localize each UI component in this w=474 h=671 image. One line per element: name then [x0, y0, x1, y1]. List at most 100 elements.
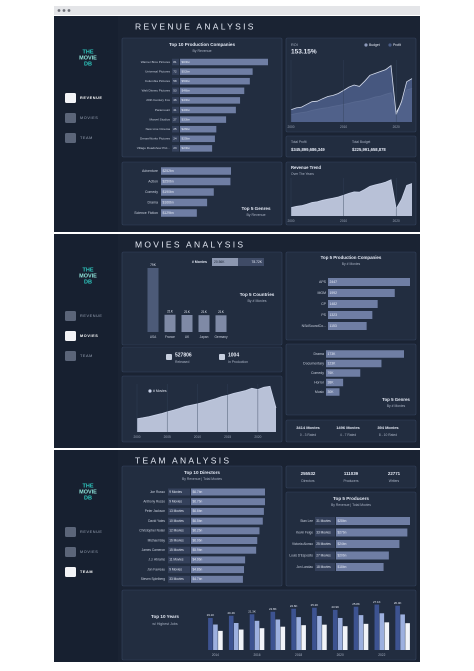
count-chip: [172, 58, 179, 66]
bar: [328, 311, 373, 319]
x-tick-label: Germany: [214, 335, 228, 339]
value-label: 30K: [328, 390, 335, 394]
value-label: $43bn: [182, 98, 191, 102]
bar: [164, 314, 176, 332]
section-title: MOVIES ANALYSIS: [135, 239, 245, 249]
stat-icon: [219, 354, 225, 360]
label: In Production: [228, 360, 248, 364]
count-label: 10 Movies: [169, 519, 184, 523]
bar: [161, 188, 214, 196]
value-label: 24.6K: [290, 604, 298, 608]
nav-icon[interactable]: [65, 567, 76, 577]
count-chip: [315, 528, 335, 537]
value-label: 22.8K: [269, 607, 277, 611]
value-label: 25.2K: [311, 603, 319, 607]
bar: [215, 315, 227, 332]
value-label: 21K: [218, 310, 225, 314]
value-label: $250bn: [163, 179, 174, 183]
nav-icon[interactable]: [65, 93, 76, 103]
bar: [328, 289, 395, 297]
kpi-value: 527806: [175, 352, 192, 358]
bar: [161, 198, 208, 207]
value-label: 1323: [330, 313, 338, 317]
bar-category: Kevin Feige: [296, 530, 313, 534]
bar: [395, 605, 400, 650]
kpi-value: 3414 Movies: [296, 425, 320, 430]
x-tick-label: UK: [185, 335, 190, 339]
area-fill: [291, 179, 412, 216]
nav-icon[interactable]: [65, 527, 76, 537]
sidebar: [54, 450, 118, 662]
bar-category: J.J. Abrams: [148, 558, 165, 562]
window-bar: [54, 6, 420, 15]
card: [121, 346, 283, 373]
count-label: 25 Movies: [316, 542, 331, 546]
count-label: 27: [173, 117, 177, 121]
bar: [191, 546, 257, 554]
kpi-value: 111039: [344, 471, 359, 476]
bar: [208, 617, 213, 650]
legend-swatch: [364, 43, 368, 47]
count-label: 9 Movies: [169, 567, 182, 571]
count-label: 46: [173, 98, 177, 102]
logo-text: DB: [84, 495, 92, 501]
bar-category: Comedy: [145, 190, 158, 194]
bar-category: Village Roadshow Pict...: [137, 146, 170, 150]
value-label: 21K: [201, 310, 208, 314]
bar: [218, 630, 223, 650]
value-label: $23bn: [182, 146, 191, 150]
x-tick-label: 2010: [194, 435, 201, 439]
x-tick-label: 2020: [393, 125, 400, 129]
label: $345,899,686,349: [291, 147, 325, 152]
x-tick-label: 2015: [224, 435, 231, 439]
card-subtitle: Over The Years: [291, 172, 314, 176]
bar: [180, 106, 236, 114]
bar-category: Marvel Studios: [150, 117, 171, 121]
x-tick-label: USA: [150, 335, 157, 339]
bar: [353, 606, 359, 650]
card-subtitle: By Revenue: [192, 49, 211, 53]
count-label: 58: [173, 79, 177, 83]
x-tick-label: 2000: [287, 219, 294, 223]
window-dot: [67, 9, 71, 12]
bar: [270, 611, 276, 650]
nav-icon[interactable]: [65, 133, 76, 143]
logo-text: THE: [83, 49, 94, 55]
bar: [180, 145, 213, 152]
logo-text: THE: [83, 267, 94, 273]
nav-icon[interactable]: [65, 113, 76, 123]
count-label: 27 Movies: [316, 553, 331, 557]
card: [285, 419, 417, 443]
bar-category: Christopher Nolan: [139, 529, 165, 533]
nav-icon[interactable]: [65, 351, 76, 361]
nav-icon[interactable]: [65, 331, 76, 341]
count-label: 24: [173, 137, 177, 141]
bar-category: APS: [319, 280, 327, 284]
bar-category: Horror: [314, 380, 325, 384]
nav-icon[interactable]: [65, 547, 76, 557]
kpi-value: 22771: [388, 471, 401, 476]
logo-text: DB: [84, 279, 92, 285]
count-chip: [168, 546, 190, 554]
count-label: 41: [173, 108, 177, 112]
value-label: 23.9K: [331, 605, 339, 609]
legend-swatch: [148, 389, 152, 393]
nav-label: MOVIES: [80, 334, 98, 338]
count-label: 31 Movies: [316, 519, 331, 523]
bar-category: Comedy: [311, 371, 324, 375]
nav-label: REVENUE: [80, 314, 103, 318]
value-label: 21.3K: [248, 610, 256, 614]
nav-label: MOVIES: [80, 550, 98, 554]
x-tick-label: Japan: [200, 335, 209, 339]
count-chip: [315, 551, 335, 560]
stat-icon: [166, 354, 172, 360]
value-label: $63bn: [182, 60, 191, 64]
nav-icon[interactable]: [65, 311, 76, 321]
x-tick-label: 2016: [253, 653, 260, 657]
value-label: 20.4K: [227, 611, 235, 615]
card-title: Top 5 Producers: [333, 496, 369, 501]
label: 4 - 7 Rated: [340, 433, 356, 437]
bar-category: PS: [321, 313, 326, 317]
value-label: $6.5bn: [193, 519, 203, 523]
x-tick-label: 2022: [378, 653, 385, 657]
